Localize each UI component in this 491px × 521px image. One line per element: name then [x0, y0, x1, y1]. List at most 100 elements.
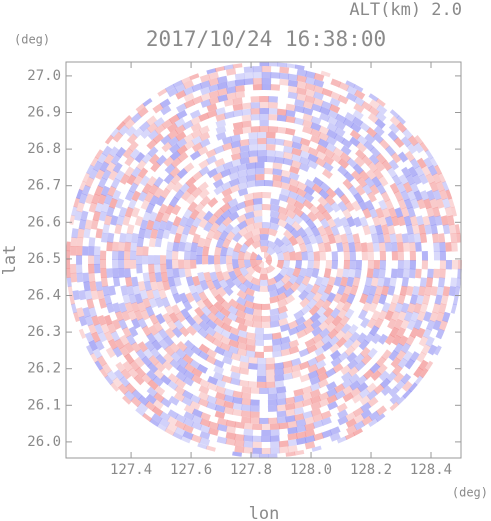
field-cell [119, 376, 130, 388]
field-cell [389, 233, 397, 244]
field-cell [307, 251, 315, 261]
field-cell [396, 268, 404, 279]
field-cell [217, 81, 228, 90]
field-cell [106, 161, 116, 173]
field-cell [237, 220, 248, 230]
field-cell [248, 369, 258, 376]
field-cell [277, 298, 288, 308]
field-cell [221, 322, 232, 333]
field-cell [191, 187, 203, 198]
field-cell [277, 108, 287, 116]
field-cell [310, 388, 321, 398]
field-cell [78, 315, 88, 327]
field-cell [318, 398, 330, 408]
field-cell [196, 255, 203, 265]
field-cell [131, 318, 141, 330]
field-cell [308, 234, 318, 245]
field-cell [251, 240, 262, 250]
field-cell [307, 159, 319, 170]
field-cell [378, 268, 386, 279]
field-cell [342, 392, 354, 403]
field-cell [110, 215, 119, 226]
field-cell [414, 375, 424, 386]
field-cell [244, 250, 252, 260]
field-cell [326, 129, 338, 139]
field-cell [165, 259, 173, 269]
field-cell [208, 84, 220, 93]
field-cell [226, 86, 237, 94]
field-cell [276, 292, 288, 302]
field-cell [178, 267, 186, 278]
field-cell [266, 150, 276, 157]
field-cell [264, 174, 273, 181]
field-cell [191, 83, 203, 93]
field-cell [206, 401, 217, 411]
field-cell [425, 173, 435, 185]
field-cell [321, 416, 332, 426]
field-cell [221, 181, 232, 191]
field-cell [91, 193, 101, 205]
field-cell [152, 133, 164, 144]
field-cell [274, 380, 285, 388]
field-cell [268, 126, 278, 133]
field-cell [232, 97, 243, 105]
field-cell [209, 287, 220, 298]
field-cell [426, 189, 436, 201]
field-cell [397, 198, 407, 210]
field-cell [390, 268, 398, 279]
field-cell [251, 234, 261, 243]
field-cell [202, 246, 210, 256]
field-cell [435, 311, 445, 323]
field-cell [296, 87, 307, 96]
field-cell [454, 286, 461, 297]
field-cell [128, 182, 139, 194]
field-cell [261, 303, 271, 310]
field-cell [241, 114, 252, 122]
field-cell [287, 439, 298, 447]
field-cell [82, 172, 90, 183]
field-cell [296, 181, 308, 191]
field-cell [359, 293, 369, 305]
field-cell [270, 84, 281, 91]
field-cell [285, 109, 296, 118]
field-cell [133, 374, 145, 386]
field-cell [343, 338, 355, 349]
field-cell [266, 246, 276, 256]
field-cell [159, 411, 171, 422]
x-unit: (deg) [452, 486, 488, 500]
field-cell [259, 246, 269, 253]
field-cell [82, 255, 88, 265]
field-cell [377, 277, 385, 288]
field-cell [78, 328, 87, 339]
field-cell [296, 187, 307, 198]
field-cell [101, 362, 112, 374]
y-tick-label: 26.3 [27, 324, 61, 340]
field-cell [357, 382, 369, 393]
field-cell [276, 404, 287, 412]
field-cell [311, 326, 323, 337]
field-cell [402, 128, 413, 140]
field-cell [227, 305, 239, 316]
field-cell [286, 63, 296, 69]
field-cell [252, 204, 263, 211]
field-cell [212, 279, 222, 290]
field-cell [451, 242, 458, 252]
field-cell [127, 310, 137, 321]
field-cell [419, 368, 429, 379]
field-cell [265, 375, 276, 382]
field-cell [100, 242, 107, 252]
field-cell [198, 398, 209, 408]
field-cell [248, 375, 258, 382]
field-cell [409, 251, 416, 261]
field-cell [369, 325, 380, 337]
field-cell [401, 277, 409, 288]
field-cell [215, 119, 227, 128]
field-cell [302, 107, 314, 116]
field-cell [451, 269, 458, 279]
field-cell [83, 237, 90, 247]
field-cell [367, 396, 379, 408]
field-cell [432, 172, 442, 184]
field-cell [444, 277, 451, 287]
field-cell [274, 150, 285, 158]
field-cell [246, 180, 257, 188]
